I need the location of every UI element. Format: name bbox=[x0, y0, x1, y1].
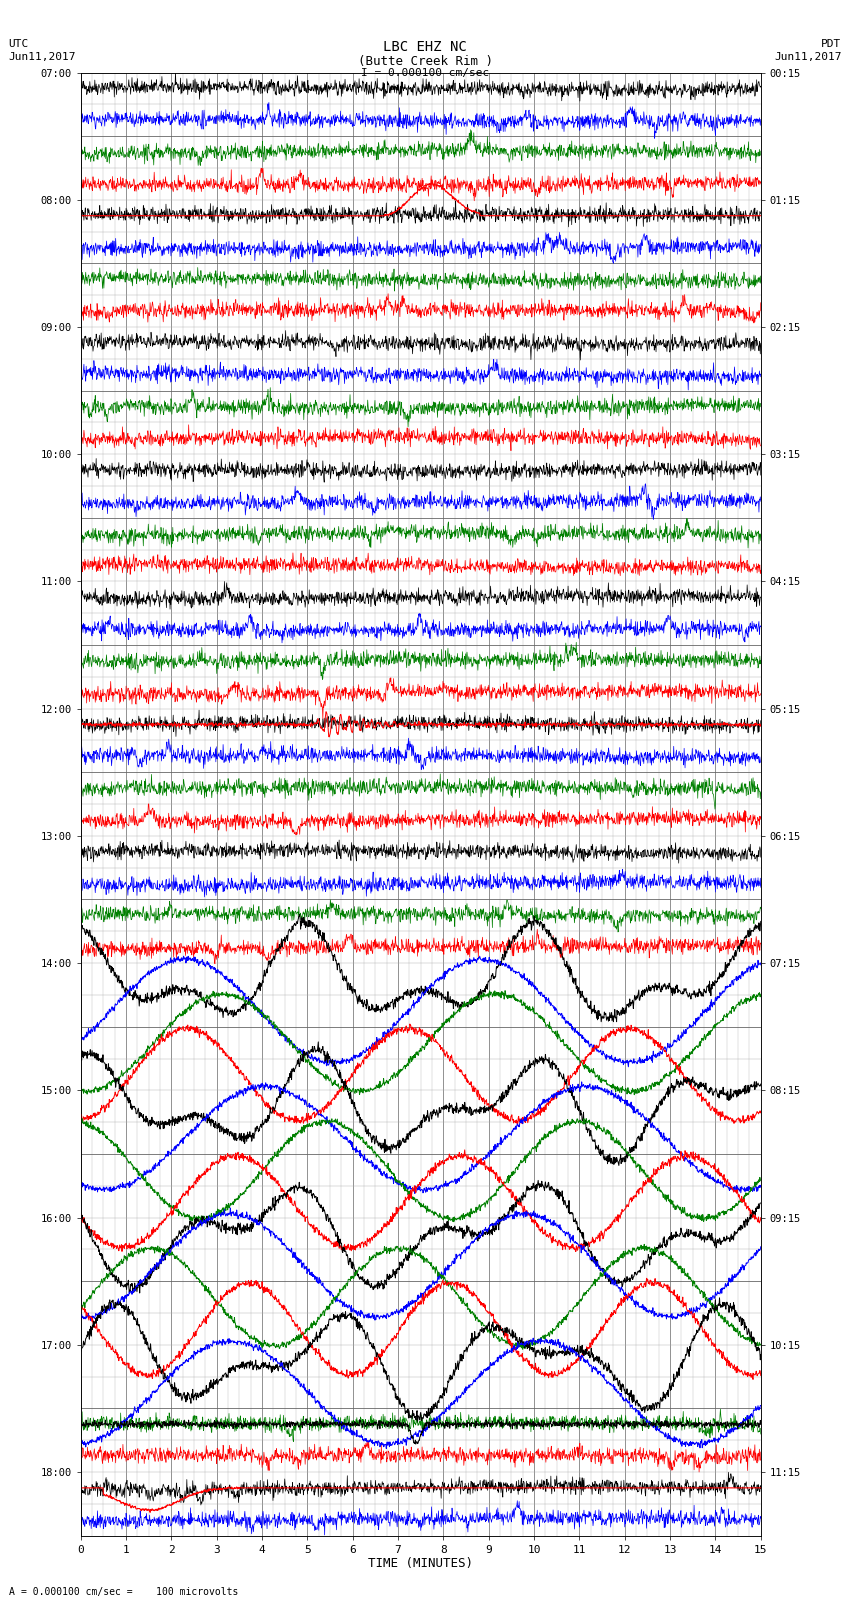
Text: PDT: PDT bbox=[821, 39, 842, 48]
Text: LBC EHZ NC: LBC EHZ NC bbox=[383, 40, 467, 55]
Text: I = 0.000100 cm/sec: I = 0.000100 cm/sec bbox=[361, 68, 489, 77]
Text: Jun11,2017: Jun11,2017 bbox=[8, 52, 76, 61]
Text: A: A bbox=[8, 1587, 14, 1597]
X-axis label: TIME (MINUTES): TIME (MINUTES) bbox=[368, 1558, 473, 1571]
Text: UTC: UTC bbox=[8, 39, 29, 48]
Text: Jun11,2017: Jun11,2017 bbox=[774, 52, 842, 61]
Text: (Butte Creek Rim ): (Butte Creek Rim ) bbox=[358, 55, 492, 68]
Text: = 0.000100 cm/sec =    100 microvolts: = 0.000100 cm/sec = 100 microvolts bbox=[21, 1587, 239, 1597]
